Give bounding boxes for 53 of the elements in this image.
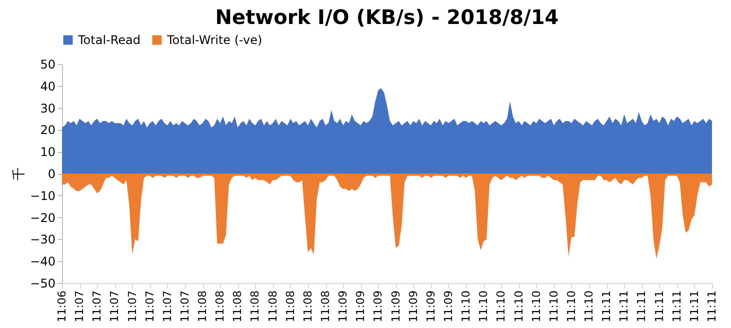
y-tick-label: 30 <box>40 101 56 116</box>
y-tick-label: 50 <box>40 58 56 72</box>
x-tick-label: 11:09 <box>372 290 385 322</box>
y-axis-title: 千 <box>12 168 28 180</box>
y-tick-label: 40 <box>40 79 56 94</box>
y-tick-label: −10 <box>30 188 56 203</box>
x-tick-label: 11:11 <box>706 290 718 322</box>
x-tick-label: 11:10 <box>477 290 490 322</box>
x-tick-label: 11:08 <box>301 290 314 322</box>
x-tick-label: 11:10 <box>547 290 560 322</box>
x-tick-label: 11:08 <box>196 290 210 322</box>
chart-title: Network I/O (KB/s) - 2018/8/14 <box>215 5 559 29</box>
x-tick-label: 11:07 <box>143 290 156 322</box>
x-tick-label: 11:11 <box>635 290 648 322</box>
x-tick-label: 11:09 <box>354 290 368 322</box>
x-tick-label: 11:10 <box>460 290 473 322</box>
x-tick-label: 11:11 <box>688 290 701 322</box>
x-tick-label: 11:07 <box>178 290 192 322</box>
x-tick-label: 11:09 <box>336 290 350 322</box>
x-tick-label: 11:10 <box>530 290 543 322</box>
y-tick-label: −50 <box>30 276 56 290</box>
y-tick-label: −20 <box>30 210 56 225</box>
x-tick-label: 11:10 <box>494 290 508 322</box>
x-tick-label: 11:09 <box>389 290 402 322</box>
x-tick-label: 11:08 <box>319 290 332 322</box>
x-tick-label: 11:09 <box>424 290 438 322</box>
x-tick-label: 11:06 <box>56 290 68 322</box>
x-tick-label: 11:11 <box>600 290 614 322</box>
x-tick-label: 11:08 <box>284 290 297 322</box>
y-tick-label: 10 <box>40 145 56 160</box>
x-tick-label: 11:08 <box>231 290 244 322</box>
legend-label: Total-Read <box>77 33 141 47</box>
x-tick-label: 11:07 <box>73 290 86 322</box>
x-tick-label: 11:07 <box>108 290 122 322</box>
x-tick-label: 11:10 <box>582 290 596 322</box>
x-tick-label: 11:10 <box>512 290 526 322</box>
x-tick-label: 11:09 <box>442 290 455 322</box>
x-tick-label: 11:10 <box>564 290 578 322</box>
x-tick-label: 11:08 <box>248 290 262 322</box>
y-tick-label: −40 <box>30 254 56 269</box>
x-tick-label: 11:07 <box>126 290 139 322</box>
x-tick-label: 11:07 <box>160 290 174 322</box>
legend-label: Total-Write (-ve) <box>166 33 262 47</box>
x-tick-label: 11:09 <box>406 290 420 322</box>
x-tick-label: 11:08 <box>214 290 227 322</box>
x-tick-label: 11:11 <box>670 290 684 322</box>
x-tick-label: 11:08 <box>266 290 280 322</box>
x-tick-label: 11:11 <box>618 290 631 322</box>
y-tick-label: 0 <box>48 167 56 181</box>
x-tick-label: 11:11 <box>652 290 666 322</box>
y-tick-label: 20 <box>40 123 56 138</box>
x-tick-label: 11:07 <box>90 290 104 322</box>
y-tick-label: −30 <box>30 232 56 247</box>
